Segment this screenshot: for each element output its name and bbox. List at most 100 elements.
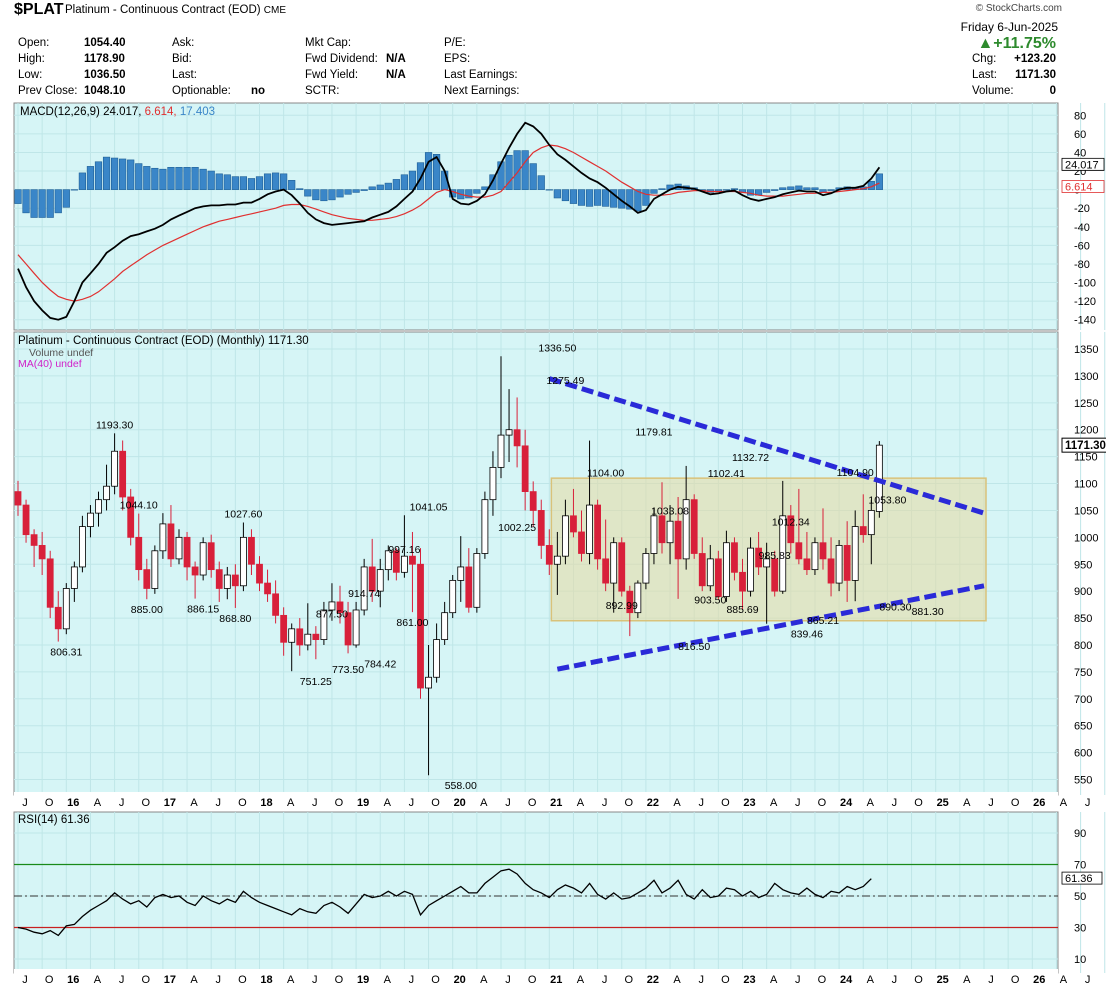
candle-down <box>739 571 746 592</box>
candle-down <box>207 542 215 571</box>
price-tick-label: 950 <box>1074 559 1092 571</box>
price-xaxis-label: O <box>721 797 730 809</box>
macd-histogram-bar <box>175 167 183 190</box>
price-tick-label: 900 <box>1074 586 1092 598</box>
candle-up <box>867 510 875 536</box>
rsi-xaxis-bg <box>14 969 1058 987</box>
candle-up <box>634 582 642 614</box>
macd-histogram-bar <box>473 189 481 194</box>
macd-histogram-bar <box>722 189 730 191</box>
bid-label: Bid: <box>172 53 192 65</box>
candle-up <box>328 601 336 611</box>
candle-down <box>231 574 239 587</box>
candle-up <box>400 555 408 573</box>
candle-up <box>239 536 247 587</box>
candle-down <box>690 499 698 554</box>
candle-down <box>344 612 352 646</box>
rsi-xaxis-label: 21 <box>550 974 562 986</box>
candle-down <box>264 582 271 595</box>
rsi-xaxis-label: O <box>818 974 827 986</box>
price-tick-label: 1350 <box>1074 344 1098 356</box>
candle-up <box>723 542 730 597</box>
candle-up <box>352 609 360 646</box>
high-value: 1178.90 <box>84 53 125 65</box>
rsi-xaxis-label: A <box>384 974 392 986</box>
candle-up <box>304 633 312 646</box>
candle-up <box>376 569 384 592</box>
brand-watermark[interactable]: © StockCharts.com <box>975 3 1062 14</box>
macd-histogram-bar <box>271 172 280 190</box>
price-annotation: 1053.80 <box>868 494 906 506</box>
candle-up <box>288 628 296 643</box>
price-xaxis-label: O <box>818 797 827 809</box>
price-annotation: 1275.49 <box>546 375 584 387</box>
macd-histogram-bar <box>537 175 545 190</box>
price-tick-label: 1100 <box>1074 479 1098 491</box>
price-xaxis-label: O <box>141 797 150 809</box>
macd-histogram-bar <box>553 189 561 199</box>
price-annotation: 1012.34 <box>772 517 810 529</box>
rsi-xaxis-label: 24 <box>840 974 853 986</box>
macd-histogram-bar <box>22 189 30 214</box>
prev-close-label: Prev Close: <box>18 85 78 97</box>
candle-up <box>682 499 690 560</box>
macd-histogram-bar <box>86 166 95 190</box>
volume-label: Volume: <box>972 85 1014 97</box>
candle-down <box>409 555 416 565</box>
rsi-xaxis-label: A <box>94 974 102 986</box>
candle-up <box>489 466 497 501</box>
candle-up <box>62 588 70 630</box>
macd-panel[interactable]: 806040200-20-40-60-80-100-120-140MACD(12… <box>13 102 1106 331</box>
candle-down <box>183 536 191 568</box>
price-panel[interactable]: 1350 1300 1250 1200 1150 1100 1050 1000 950 900 85… <box>13 331 1106 796</box>
candle-down <box>38 545 46 560</box>
candle-down <box>191 566 199 576</box>
rsi-xaxis-label: O <box>914 974 923 986</box>
price-annotation: 1132.72 <box>732 452 769 464</box>
rsi-xaxis-label: 25 <box>937 974 949 986</box>
rsi-xaxis-label: A <box>287 974 295 986</box>
candle-down <box>392 550 400 573</box>
macd-tick-label: -80 <box>1074 259 1090 271</box>
open-label: Open: <box>18 37 50 49</box>
candle-up <box>505 429 513 436</box>
rsi-xaxis-label: J <box>22 974 28 986</box>
price-annotation: 839.46 <box>791 629 823 641</box>
price-annotation: 865.21 <box>807 615 839 627</box>
price-xaxis-label: A <box>287 797 295 809</box>
macd-histogram-bar <box>280 173 288 190</box>
macd-histogram-bar <box>360 189 368 191</box>
macd-histogram-bar <box>231 176 239 190</box>
macd-histogram-bar <box>167 167 175 190</box>
candle-down <box>698 553 706 587</box>
candle-down <box>545 545 553 565</box>
rsi-xaxis-label: O <box>721 974 730 986</box>
candle-up <box>851 526 859 581</box>
candle-down <box>127 496 135 538</box>
macd-title: MACD(12,26,9) 24.017, 6.614, 17.403 <box>20 106 215 118</box>
rsi-panel[interactable]: 90 70 50 30 10 RSI(14) 61.36 61.36 <box>13 811 1106 974</box>
next-earnings-label: Next Earnings: <box>444 85 520 97</box>
macd-histogram-bar <box>392 179 400 190</box>
price-xaxis-label: J <box>795 797 801 809</box>
price-tick-label: 850 <box>1074 613 1092 625</box>
candle-down <box>336 601 344 614</box>
rsi-xaxis-label: 22 <box>647 974 659 986</box>
ticker-symbol[interactable]: $PLAT <box>14 1 64 18</box>
fwd-yield-label: Fwd Yield: <box>305 69 359 81</box>
rsi-xaxis-label: 26 <box>1033 974 1045 986</box>
candle-down <box>215 569 223 589</box>
price-xaxis-label: A <box>867 797 875 809</box>
candle-down <box>578 531 585 554</box>
macd-tick-label: -100 <box>1074 278 1096 290</box>
candle-down <box>827 558 835 584</box>
rsi-value-marker: 61.36 <box>1065 873 1093 885</box>
rsi-xaxis-label: O <box>624 974 633 986</box>
candle-down <box>658 515 666 544</box>
last-label: Last: <box>172 69 197 81</box>
macd-histogram-bar <box>328 189 336 201</box>
upper-trendline <box>548 376 985 516</box>
macd-histogram-bar <box>102 156 111 190</box>
rsi-xaxis-label: J <box>1085 974 1091 986</box>
